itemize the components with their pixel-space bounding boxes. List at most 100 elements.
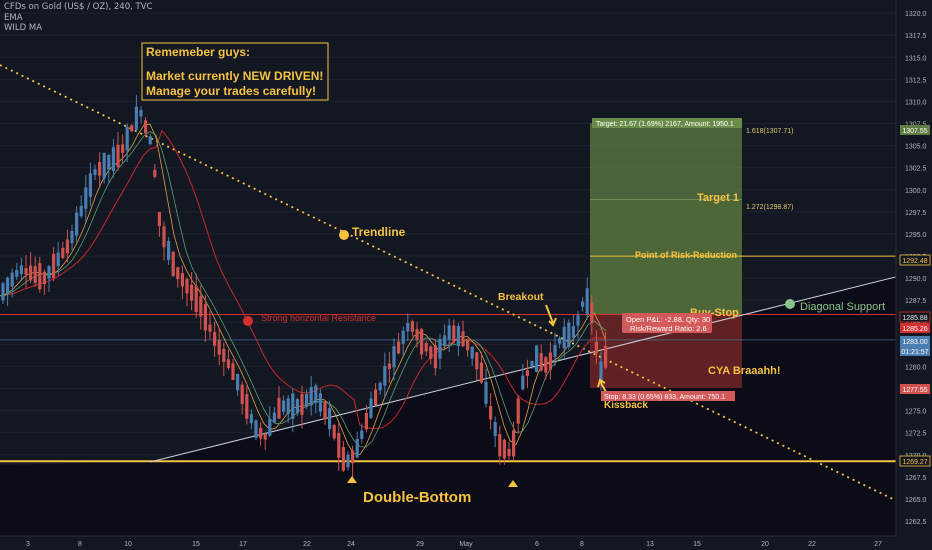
price-tick-label: 1287.5 — [905, 298, 927, 305]
price-badge[interactable] — [899, 311, 931, 323]
candle-body — [291, 393, 295, 419]
candle-body — [121, 144, 125, 153]
ema-legend[interactable]: EMA — [4, 12, 23, 23]
price-tick-label: 1302.5 — [905, 166, 927, 173]
candle-body — [286, 398, 290, 415]
candle-body — [401, 330, 405, 344]
time-axis[interactable]: 3 8 10 15 17 22 24 29 May 6 8 13 15 20 22 27 — [0, 535, 932, 550]
candle-body — [47, 266, 51, 279]
time-tick-label: 29 — [416, 541, 424, 548]
price-tick-label: 1312.5 — [905, 77, 927, 84]
time-tick-label: 15 — [693, 541, 701, 548]
candle-body — [65, 239, 69, 254]
candle-body — [548, 352, 552, 370]
candle-body — [571, 326, 575, 338]
candle-body — [42, 271, 46, 285]
candle-body — [93, 169, 97, 175]
candle-body — [139, 109, 143, 117]
candle-body — [332, 425, 336, 439]
candle-body — [489, 405, 493, 420]
price-tick-label: 1297.5 — [905, 210, 927, 217]
candle-body — [364, 413, 368, 430]
candle-body — [15, 270, 19, 277]
price-badge-label: 1269.27 — [902, 459, 927, 466]
candle-body — [360, 430, 364, 440]
candle-body — [116, 144, 120, 167]
candle-body — [107, 155, 111, 170]
candle-body — [341, 447, 345, 471]
price-badge[interactable] — [900, 323, 930, 333]
note-line-1: Rememeber guys: — [146, 45, 250, 59]
price-badge[interactable] — [899, 455, 931, 467]
candle-body — [272, 412, 276, 423]
breakout-label: Breakout — [498, 291, 544, 303]
time-tick-label: 15 — [192, 541, 200, 548]
candle-body — [134, 106, 138, 130]
candle-body — [157, 212, 161, 227]
candle-body — [259, 427, 263, 439]
candle-body — [88, 173, 92, 197]
candle-body — [351, 450, 355, 464]
candle-body — [1, 283, 5, 301]
price-tick-label: 1290.0 — [905, 276, 927, 283]
time-tick-label: 13 — [646, 541, 654, 548]
price-tick-label: 1275.0 — [905, 409, 927, 416]
candle-body — [217, 339, 221, 355]
candle-body — [424, 343, 428, 352]
note-line-3: Manage your trades carefully! — [146, 84, 316, 98]
candle-body — [240, 384, 244, 404]
kissback-label: Kissback — [604, 400, 648, 411]
symbol-title[interactable]: CFDs on Gold (US$ / OZ), 240, TVC — [4, 2, 153, 12]
candle-body — [6, 277, 10, 294]
candle-body — [410, 321, 414, 332]
time-tick-label: 22 — [808, 541, 816, 548]
point-risk-label: Point of Risk-Reduction — [635, 250, 737, 260]
candle-body — [245, 394, 249, 419]
chart-legend: CFDs on Gold (US$ / OZ), 240, TVC EMA WI… — [4, 2, 152, 34]
candle-body — [535, 345, 539, 372]
price-badge[interactable] — [900, 125, 930, 135]
price-badge[interactable] — [900, 384, 930, 394]
candle-body — [249, 414, 253, 424]
candle-body — [599, 361, 603, 383]
resistance-marker — [243, 316, 253, 326]
candle-body — [231, 363, 235, 380]
diagonal-support-label: Diagonal Support — [800, 301, 885, 313]
candle-body — [539, 353, 543, 371]
candle-body — [567, 322, 571, 347]
candle-body — [167, 240, 171, 260]
candle-body — [447, 325, 451, 340]
candle-body — [415, 329, 419, 340]
candle-body — [369, 398, 373, 418]
candle-body — [125, 126, 129, 151]
candle-body — [254, 420, 258, 438]
price-axis[interactable]: 1262.51265.01267.51270.01272.51275.01277… — [895, 0, 932, 550]
price-badge-label: 1307.55 — [902, 128, 927, 135]
breakout-arrow — [545, 304, 557, 327]
price-badge-label: 1285.26 — [902, 326, 927, 333]
candle-body — [475, 352, 479, 370]
wild-ma-line — [0, 129, 607, 430]
candle-body — [314, 385, 318, 404]
candle-body — [443, 335, 447, 346]
candle-body — [148, 136, 152, 145]
candle-body — [521, 375, 525, 390]
candle-body — [180, 273, 184, 287]
candle-body — [24, 268, 28, 275]
candle-body — [199, 296, 203, 317]
time-tick-label: 10 — [124, 541, 132, 548]
price-badge[interactable] — [899, 254, 931, 266]
candle-body — [429, 346, 433, 359]
price-badge[interactable] — [900, 346, 930, 356]
fib-1272-label: 1.272(1298.87) — [746, 204, 793, 211]
candle-body — [461, 331, 465, 347]
diagonal-support-marker — [785, 299, 795, 309]
candle-body — [383, 365, 387, 386]
time-tick-label: 27 — [874, 541, 882, 548]
candle-body — [185, 279, 189, 294]
price-badge[interactable] — [900, 336, 930, 346]
candle-body — [29, 265, 33, 281]
time-tick-label: 3 — [26, 541, 30, 548]
wild-ma-legend[interactable]: WILD MA — [4, 23, 43, 33]
